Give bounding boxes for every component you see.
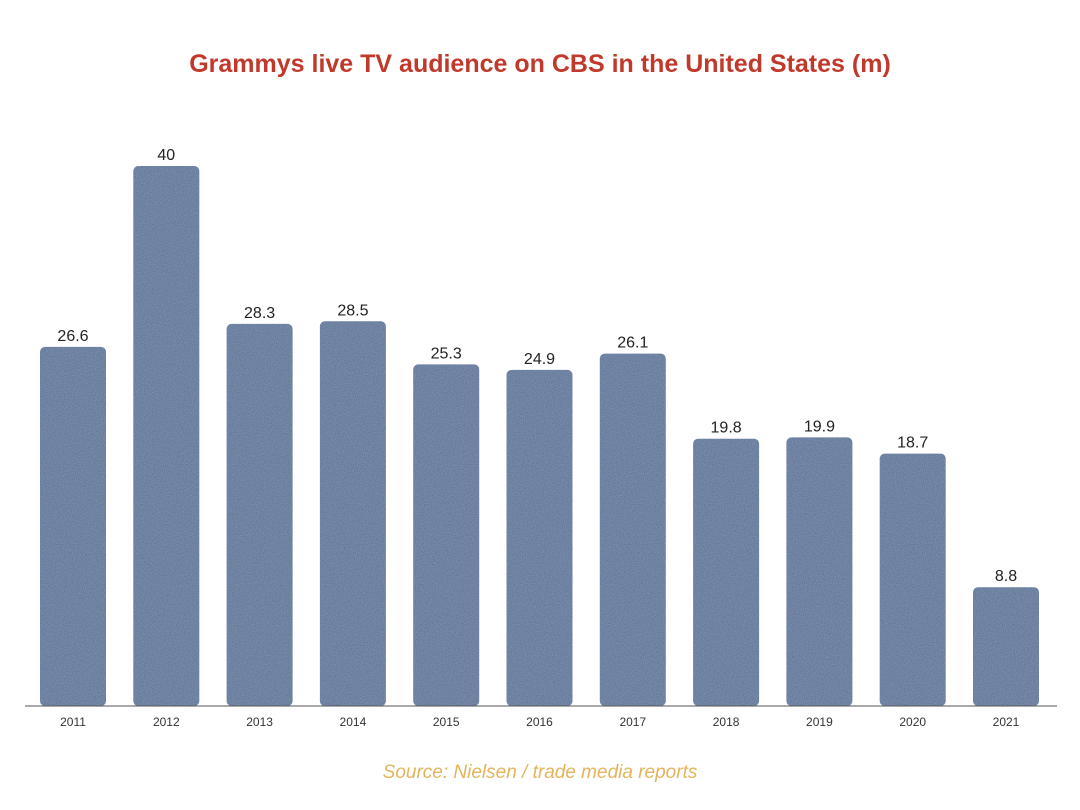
value-label-2018: 19.8 xyxy=(711,420,742,437)
value-label-2020: 18.7 xyxy=(897,435,928,452)
bar-2015 xyxy=(413,364,480,706)
value-label-2012: 40 xyxy=(157,147,175,164)
source-note: Source: Nielsen / trade media reports xyxy=(382,762,698,783)
x-tick-label-2018: 2018 xyxy=(713,715,740,729)
chart-title: Grammys live TV audience on CBS in the U… xyxy=(189,50,891,78)
value-label-2014: 28.5 xyxy=(337,302,368,319)
bar-2017 xyxy=(599,353,666,706)
value-label-2016: 24.9 xyxy=(524,351,555,368)
bar-2013 xyxy=(226,323,293,706)
x-tick-label-2011: 2011 xyxy=(60,715,86,729)
value-label-2021: 8.8 xyxy=(995,568,1017,585)
bar-2014 xyxy=(319,321,386,707)
bar-2011 xyxy=(40,346,106,706)
value-label-2019: 19.9 xyxy=(804,418,835,435)
bar-2012 xyxy=(133,166,200,706)
x-tick-label-2015: 2015 xyxy=(433,715,460,729)
bar-2021 xyxy=(973,587,1039,706)
x-tick-label-2019: 2019 xyxy=(806,715,833,729)
value-label-2011: 26.6 xyxy=(57,328,88,345)
bar-2016 xyxy=(506,369,573,706)
x-tick-label-2017: 2017 xyxy=(619,715,646,729)
x-tick-label-2016: 2016 xyxy=(526,715,553,729)
value-label-2015: 25.3 xyxy=(431,345,462,362)
x-tick-label-2014: 2014 xyxy=(340,715,367,729)
value-label-2017: 26.1 xyxy=(617,335,648,352)
bar-2018 xyxy=(693,438,760,706)
bar-2020 xyxy=(879,453,946,706)
x-tick-label-2020: 2020 xyxy=(899,715,926,729)
value-label-2013: 28.3 xyxy=(244,305,275,322)
x-tick-label-2013: 2013 xyxy=(246,715,273,729)
x-tick-label-2012: 2012 xyxy=(153,715,180,729)
bar-2019 xyxy=(786,437,853,706)
x-tick-label-2021: 2021 xyxy=(993,715,1020,729)
